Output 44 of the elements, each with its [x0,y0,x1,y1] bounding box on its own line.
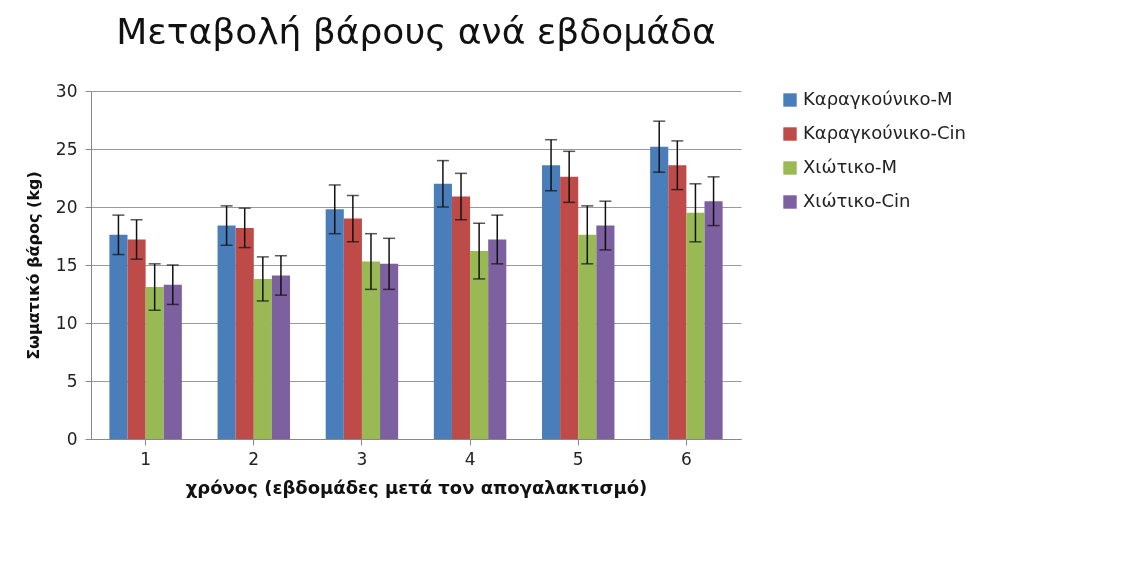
bar [488,239,507,439]
x-tick-label: 2 [248,448,260,469]
bar [343,218,362,439]
bar [560,176,579,439]
legend-label: Καραγκούνικο-M [803,88,953,109]
y-tick-label: 25 [55,138,78,159]
bar [542,165,561,439]
legend-label: Καραγκούνικο-Cin [803,122,966,143]
y-axis-title: Σωματικό βάρος (kg) [23,171,43,360]
x-tick-label: 1 [140,448,152,469]
bar [470,251,489,439]
bar [361,261,381,439]
bar [217,225,236,439]
y-tick-label: 0 [66,428,78,449]
x-tick-label: 3 [356,448,368,469]
bar [433,183,452,439]
bar [686,212,705,439]
y-tick-label: 20 [55,196,78,217]
legend-label: Χιώτικο-M [803,156,898,177]
bar [704,201,723,439]
x-tick-label: 4 [464,448,476,469]
bar [271,275,290,439]
x-axis-title: χρόνος (εβδομάδες μετά τον απογαλακτισμό) [185,476,648,498]
bar [578,234,597,439]
x-tick-label: 5 [572,448,584,469]
chart-title: Μεταβολή βάρους ανά εβδομάδα [116,11,716,52]
y-tick-label: 15 [55,254,78,275]
bar [145,287,164,439]
bar [235,227,254,439]
bar [668,165,687,439]
bar [451,196,471,439]
bar [596,225,615,439]
bar [127,239,146,439]
y-tick-label: 30 [55,80,78,101]
bar [380,263,399,439]
bar [650,146,669,439]
bar [253,278,272,439]
bar [163,284,182,439]
bar [109,234,128,439]
y-tick-label: 5 [66,370,78,391]
legend-label: Χιώτικο-Cin [803,190,911,211]
x-tick-label: 6 [680,448,692,469]
y-tick-label: 10 [55,312,78,333]
bar [325,209,344,439]
